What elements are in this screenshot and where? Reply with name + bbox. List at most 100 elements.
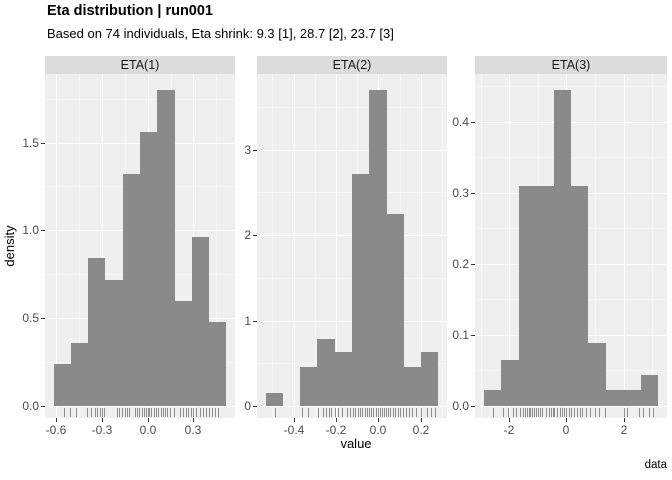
histogram-bar xyxy=(553,89,571,406)
x-tick-label: -0.3 xyxy=(91,423,113,437)
rug-tick xyxy=(649,408,650,417)
grid-line-major-horizontal xyxy=(45,406,235,407)
rug-tick xyxy=(275,408,276,417)
histogram-bar xyxy=(317,339,335,406)
histogram-bar xyxy=(209,321,227,406)
rug-tick xyxy=(369,408,370,417)
y-tick-mark xyxy=(253,235,257,236)
rug-tick xyxy=(100,408,101,417)
rug-tick xyxy=(403,408,404,417)
rug-tick xyxy=(639,408,640,417)
facet-strip xyxy=(475,56,667,74)
x-tick-label: 0.2 xyxy=(412,423,430,437)
grid-line-major-vertical xyxy=(102,74,103,418)
rug-tick xyxy=(421,408,422,417)
y-tick-mark xyxy=(41,143,45,144)
histogram-bar xyxy=(157,89,175,406)
rug-tick xyxy=(102,408,103,417)
x-tick-label: -0.4 xyxy=(283,423,305,437)
rug-tick xyxy=(365,408,366,417)
rug-tick xyxy=(302,408,303,417)
grid-line-major-horizontal xyxy=(475,122,667,123)
x-tick-label: 0.3 xyxy=(184,423,202,437)
rug-tick xyxy=(554,408,555,417)
rug-tick xyxy=(200,408,201,417)
rug-tick xyxy=(186,408,187,417)
histogram-bar xyxy=(53,363,71,406)
histogram-bar xyxy=(70,342,89,406)
grid-line-major-vertical xyxy=(624,74,625,418)
rug-tick xyxy=(569,408,570,417)
rug-tick xyxy=(549,408,550,417)
rug-tick xyxy=(122,408,123,417)
rug-tick xyxy=(188,408,189,417)
x-tick-mark xyxy=(102,418,103,422)
rug-tick xyxy=(64,408,65,417)
grid-line-minor-horizontal xyxy=(475,86,667,87)
chart-title: Eta distribution | run001 xyxy=(47,3,213,19)
histogram-bar xyxy=(334,352,352,406)
y-tick-label: 0.2 xyxy=(452,257,469,271)
rug-tick xyxy=(590,408,591,417)
rug-tick xyxy=(360,408,361,417)
grid-line-major-vertical xyxy=(336,74,337,418)
x-tick-mark xyxy=(421,418,422,422)
y-tick-mark xyxy=(471,122,475,123)
grid-line-major-vertical xyxy=(421,74,422,418)
grid-line-major-vertical xyxy=(294,74,295,418)
rug-tick xyxy=(525,408,526,417)
histogram-bar xyxy=(571,185,589,406)
y-tick-label: 0.3 xyxy=(452,186,469,200)
rug-tick xyxy=(125,408,126,417)
rug-tick xyxy=(378,408,379,417)
y-tick-mark xyxy=(41,318,45,319)
rug-tick xyxy=(144,408,145,417)
rug-tick xyxy=(156,408,157,417)
rug-tick xyxy=(560,408,561,417)
rug-tick xyxy=(329,408,330,417)
rug-tick xyxy=(398,408,399,417)
histogram-bar xyxy=(640,374,659,406)
rug-tick xyxy=(323,408,324,417)
rug-tick xyxy=(87,408,88,417)
rug-tick xyxy=(70,408,71,417)
grid-line-major-horizontal xyxy=(475,406,667,407)
rug-tick xyxy=(400,408,401,417)
rug-tick xyxy=(137,408,138,417)
x-tick-mark xyxy=(378,418,379,422)
histogram-bar xyxy=(265,393,283,406)
grid-line-minor-vertical xyxy=(79,74,80,418)
facet-strip xyxy=(45,56,235,74)
rug-tick xyxy=(135,408,136,417)
rug-tick xyxy=(564,408,565,417)
y-tick-mark xyxy=(253,150,257,151)
rug-tick xyxy=(431,408,432,417)
x-tick-label: -0.2 xyxy=(325,423,347,437)
rug-tick xyxy=(393,408,394,417)
y-tick-label: 0.5 xyxy=(22,311,39,325)
facet-strip-label: ETA(2) xyxy=(332,58,372,72)
x-axis-title: value xyxy=(340,436,372,451)
histogram-bar xyxy=(588,343,606,406)
histogram-bar xyxy=(518,185,537,406)
y-tick-label: 1.0 xyxy=(22,223,39,237)
grid-line-major-horizontal xyxy=(257,150,447,151)
rug-tick xyxy=(139,408,140,417)
rug-tick xyxy=(376,408,377,417)
rug-tick xyxy=(373,408,374,417)
rug-tick xyxy=(342,408,343,417)
rug-tick xyxy=(643,408,644,417)
rug-tick xyxy=(76,408,77,417)
x-tick-mark xyxy=(336,418,337,422)
x-tick-mark xyxy=(509,418,510,422)
x-tick-mark xyxy=(566,418,567,422)
rug-tick xyxy=(338,408,339,417)
facet-strip-label: ETA(1) xyxy=(120,58,160,72)
rug-tick xyxy=(493,408,494,417)
rug-tick xyxy=(409,408,410,417)
rug-tick xyxy=(384,408,385,417)
grid-line-minor-vertical xyxy=(315,74,316,418)
rug-tick xyxy=(117,408,118,417)
rug-tick xyxy=(503,408,504,417)
